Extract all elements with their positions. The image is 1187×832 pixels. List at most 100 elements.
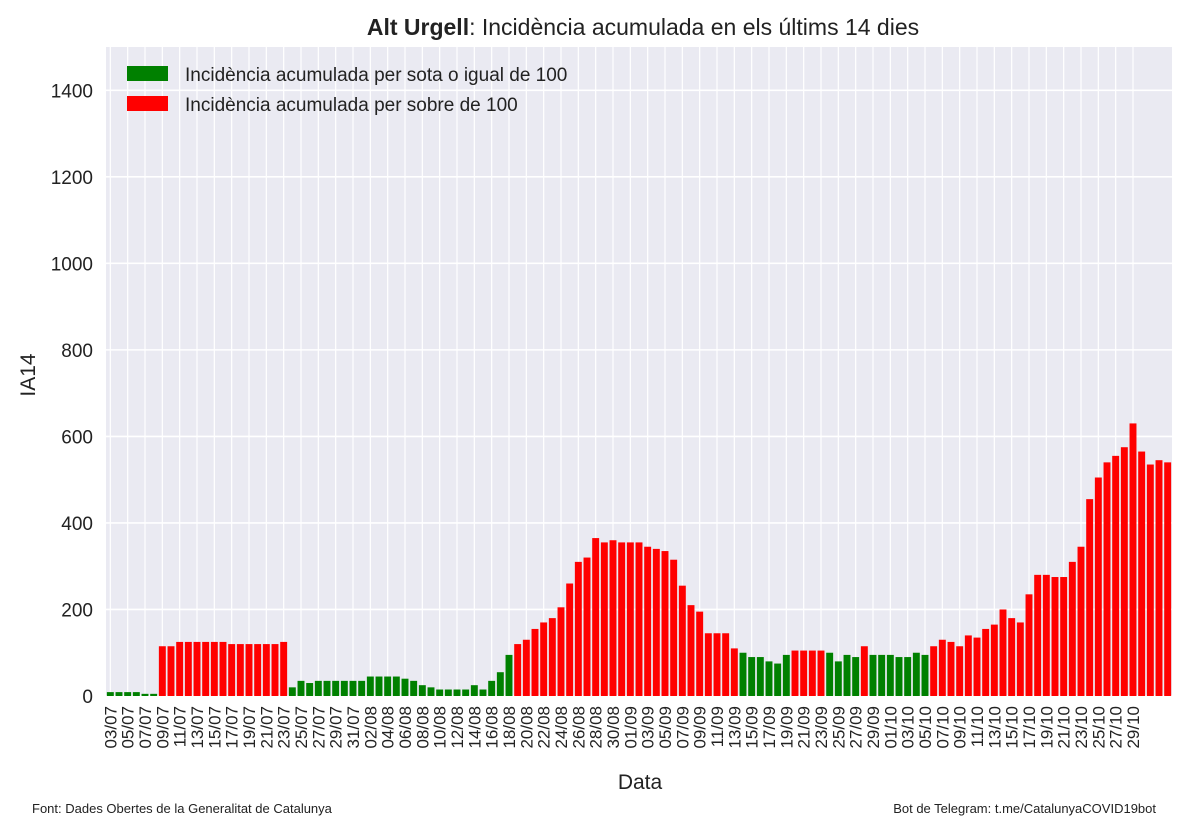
bar [141, 693, 149, 696]
bar [349, 680, 357, 696]
bar [990, 624, 998, 696]
x-tick-label: 14/08 [465, 706, 484, 749]
bar [609, 540, 617, 696]
chart-title: Alt Urgell: Incidència acumulada en els … [367, 14, 919, 40]
x-tick-label: 05/07 [119, 706, 138, 749]
bar [852, 657, 860, 696]
x-tick-label: 02/08 [361, 706, 380, 749]
bar [202, 641, 210, 696]
bar [392, 676, 400, 696]
bar [1112, 455, 1120, 696]
bars [106, 423, 1172, 696]
x-tick-label: 03/07 [101, 706, 120, 749]
bar [176, 641, 184, 696]
bar [600, 542, 608, 696]
x-tick-label: 23/09 [812, 706, 831, 749]
x-tick-label: 23/07 [275, 706, 294, 749]
bar [878, 654, 886, 696]
bar [869, 654, 877, 696]
bar [904, 657, 912, 696]
bar [964, 635, 972, 696]
bar [514, 644, 522, 696]
x-tick-label: 15/07 [205, 706, 224, 749]
x-tick-label: 16/08 [483, 706, 502, 749]
x-tick-label: 11/07 [171, 706, 190, 747]
bar [219, 641, 227, 696]
bar [297, 680, 305, 696]
x-tick-label: 24/08 [552, 706, 571, 749]
x-tick-label: 07/09 [673, 706, 692, 749]
bar [262, 644, 270, 696]
bar [713, 633, 721, 696]
bar [340, 680, 348, 696]
legend-label-high: Incidència acumulada per sobre de 100 [185, 95, 518, 116]
bar [531, 628, 539, 696]
y-tick-label: 1400 [51, 81, 93, 102]
bar [618, 542, 626, 696]
bar [661, 551, 669, 696]
bar [332, 680, 340, 696]
x-tick-label: 18/08 [500, 706, 519, 749]
bar [860, 646, 868, 696]
bar [132, 692, 140, 696]
bar [418, 685, 426, 696]
bar [782, 654, 790, 696]
bar [973, 637, 981, 696]
bar [982, 628, 990, 696]
bar [184, 641, 192, 696]
bar [1077, 546, 1085, 696]
bar [427, 687, 435, 696]
x-tick-label: 13/10 [985, 706, 1004, 749]
x-tick-label: 27/09 [847, 706, 866, 749]
bar [1025, 594, 1033, 696]
x-tick-label: 22/08 [535, 706, 554, 749]
x-tick-label: 17/10 [1020, 706, 1039, 749]
y-tick-label: 1000 [51, 254, 93, 275]
bar [384, 676, 392, 696]
x-tick-label: 20/08 [517, 706, 536, 749]
bar [540, 622, 548, 696]
bar [228, 644, 236, 696]
bar [912, 652, 920, 696]
bar [947, 641, 955, 696]
bar [748, 657, 756, 696]
bar [245, 644, 253, 696]
bar [921, 654, 929, 696]
x-tick-label: 19/10 [1037, 706, 1056, 749]
bar [1164, 462, 1172, 696]
x-tick-label: 01/10 [881, 706, 900, 749]
bar [1129, 423, 1137, 696]
x-tick-label: 28/08 [587, 706, 606, 749]
bar [635, 542, 643, 696]
bar [453, 689, 461, 696]
x-tick-label: 03/09 [639, 706, 658, 749]
bar [271, 644, 279, 696]
bar [574, 561, 582, 696]
y-tick-label: 1200 [51, 168, 93, 189]
x-tick-label: 19/07 [240, 706, 259, 749]
bar [1068, 561, 1076, 696]
bar [930, 646, 938, 696]
x-tick-label: 13/07 [188, 706, 207, 749]
bar [444, 689, 452, 696]
bar [358, 680, 366, 696]
bar [1086, 499, 1094, 696]
bar [739, 652, 747, 696]
bar [522, 639, 530, 696]
source-credit: Font: Dades Obertes de la Generalitat de… [32, 801, 332, 816]
bar [150, 693, 158, 696]
chart-title-text: : Incidència acumulada en els últims 14 … [469, 14, 919, 40]
x-tick-label: 07/07 [136, 706, 155, 749]
x-tick-label: 27/10 [1107, 706, 1126, 749]
bar [1120, 447, 1128, 696]
bar [314, 680, 322, 696]
bar [626, 542, 634, 696]
bar [375, 676, 383, 696]
x-tick-label: 30/08 [604, 706, 623, 749]
bar [106, 692, 114, 696]
legend-swatch-low [127, 66, 168, 81]
legend-label-low: Incidència acumulada per sota o igual de… [185, 65, 567, 86]
x-tick-label: 25/09 [829, 706, 848, 749]
x-tick-label: 09/10 [951, 706, 970, 749]
